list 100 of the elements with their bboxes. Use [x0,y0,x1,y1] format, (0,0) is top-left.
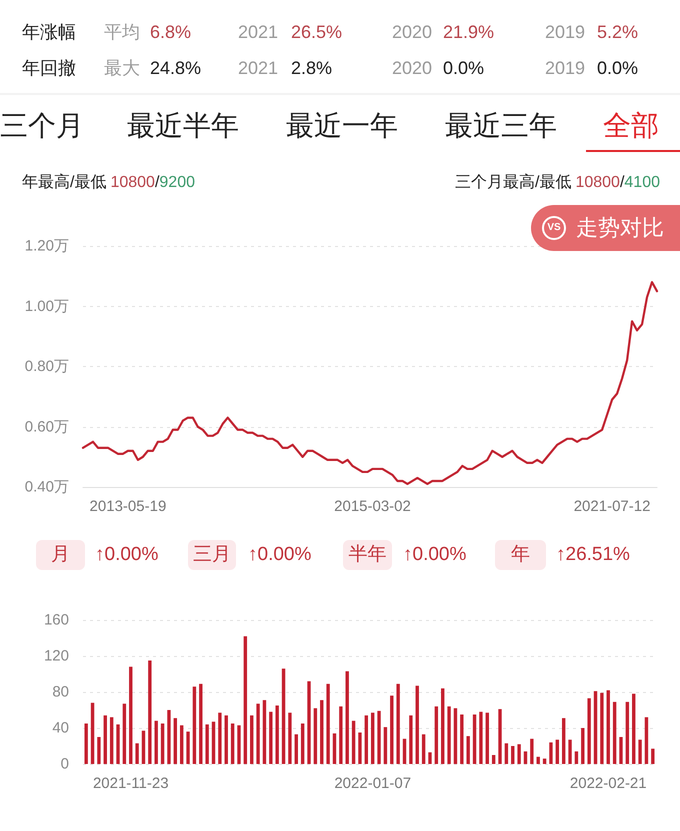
bar [632,694,636,764]
bar [511,746,514,764]
bar [542,758,546,764]
bar [326,684,330,764]
bar [205,724,209,764]
bar [626,702,630,764]
line-series [82,281,658,486]
bar [472,714,476,764]
x-tick-label: 2022-01-07 [334,775,412,792]
bar [294,734,298,764]
text: 0.0% [597,57,638,79]
bar [230,724,234,764]
bar [492,755,496,764]
bar [104,715,107,764]
bar [434,706,438,764]
bar [600,692,604,764]
text: ↑0.00% [248,543,312,567]
bar [339,706,343,764]
y-tick-label: 0.40万 [24,478,69,496]
text: 最近半年 [127,109,239,143]
bar [148,660,152,764]
bar [460,714,464,764]
bar [320,700,324,764]
bar [466,736,470,764]
text: 24.8% [150,57,202,79]
period-tag: 月 [36,540,85,570]
bar [346,671,349,764]
y-tick-label: 120 [44,648,69,664]
bar [288,712,292,764]
text: 6.8% [150,21,192,43]
text: 4100 [624,174,660,191]
bar [224,715,228,764]
bar [396,684,400,764]
text: ↑0.00% [403,543,466,567]
bar [110,717,114,764]
bar [122,704,126,764]
bar [97,737,101,764]
bar [606,690,610,764]
x-tick-label: 2021-11-23 [92,775,169,792]
text: 2021 [238,57,278,79]
text: / [154,174,160,191]
bar [160,724,164,764]
bar [479,712,483,764]
bar [364,715,368,764]
bar [562,718,566,764]
text: ↑26.51% [556,543,630,567]
bar [384,727,388,764]
bar [129,666,132,764]
y-tick-label: 0.80万 [24,358,69,375]
text: / [620,174,624,191]
bar [377,710,381,764]
bar [275,706,279,764]
bar [390,696,394,764]
bar [587,698,591,764]
bar [256,704,260,764]
bar [638,740,642,764]
bar [269,712,273,764]
text: 26.5% [291,21,342,43]
y-tick-label: 0 [60,756,69,772]
text: 5.2% [597,21,638,43]
bar [517,744,521,764]
text: 2021 [238,21,278,43]
bar [556,740,560,764]
text: 10800 [110,174,155,191]
text: 年最高/最低 [22,174,106,191]
text: ↑0.00% [95,543,158,567]
bar [447,706,451,764]
bar [422,734,426,764]
text: 年涨幅 [22,21,76,43]
text: 最近三年 [445,109,557,143]
text: 2020 [392,57,432,79]
bar [568,740,572,764]
bar [244,636,248,764]
bar [84,724,88,764]
y-tick-label: 0.60万 [24,418,69,436]
period-tag: 年 [495,540,546,570]
text: 三个月最高/最低 [455,174,572,191]
bar [90,702,94,764]
y-tick-label: 160 [44,612,69,628]
bar [314,708,318,764]
y-tick-label: 40 [52,720,69,736]
x-tick-label: 2013-05-19 [90,498,166,515]
text: 2019 [545,21,586,43]
bar [192,686,196,764]
bar [250,715,254,764]
text: 全部 [603,109,659,143]
bar [135,743,139,764]
bar [218,712,222,764]
bar [409,715,413,764]
bar [651,748,655,764]
bar [154,720,158,764]
text: 平均 [104,21,140,43]
x-tick-label: 2021-07-12 [574,498,650,515]
text: 21.9% [443,21,494,43]
bar [504,743,508,764]
bar [574,751,578,764]
bar [612,702,616,764]
y-tick-label: 1.00万 [24,298,69,315]
bar [486,712,489,764]
bar [199,684,202,764]
